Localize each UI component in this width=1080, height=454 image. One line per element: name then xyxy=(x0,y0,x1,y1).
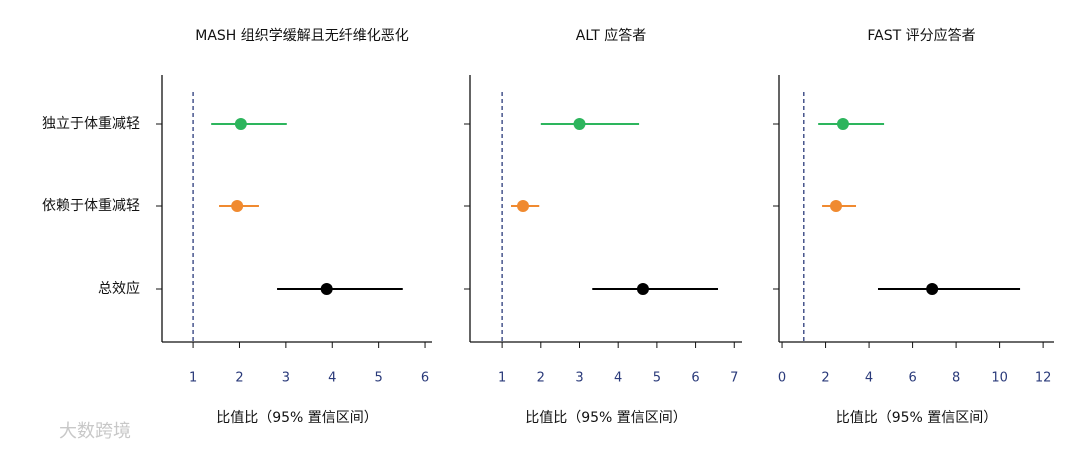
point-estimate xyxy=(231,200,244,212)
point-estimate xyxy=(573,118,586,130)
x-tick-label: 3 xyxy=(575,371,583,386)
x-tick-label: 12 xyxy=(1035,371,1052,386)
x-tick-label: 7 xyxy=(730,371,738,386)
x-axis-label: 比值比（95% 置信区间） xyxy=(216,410,378,426)
x-tick-label: 2 xyxy=(537,371,545,386)
x-tick-label: 1 xyxy=(498,371,506,386)
point-estimate xyxy=(926,283,939,295)
x-tick-label: 0 xyxy=(778,371,786,386)
point-estimate xyxy=(320,283,333,295)
x-tick-label: 10 xyxy=(991,371,1008,386)
point-estimate xyxy=(636,283,649,295)
y-tick-label: 总效应 xyxy=(98,280,140,297)
x-axis-label: 比值比（95% 置信区间） xyxy=(836,410,998,426)
point-estimate xyxy=(517,200,530,212)
x-tick-label: 8 xyxy=(952,371,960,386)
x-tick-label: 1 xyxy=(189,371,197,386)
panel-title: MASH 组织学缓解且无纤维化恶化 xyxy=(195,28,409,44)
point-estimate xyxy=(836,118,849,130)
y-tick-label: 独立于体重减轻 xyxy=(42,116,140,132)
x-tick-label: 6 xyxy=(421,371,429,386)
watermark: 大数跨境 xyxy=(59,421,131,442)
x-tick-label: 4 xyxy=(328,371,336,386)
x-tick-label: 6 xyxy=(691,371,699,386)
x-tick-label: 5 xyxy=(375,371,383,386)
x-tick-label: 2 xyxy=(821,371,829,386)
panel-title: FAST 评分应答者 xyxy=(867,27,975,44)
x-tick-label: 3 xyxy=(282,371,290,386)
x-tick-label: 5 xyxy=(653,371,661,386)
point-estimate xyxy=(830,200,843,212)
y-tick-label: 依赖于体重减轻 xyxy=(42,198,140,214)
x-tick-label: 4 xyxy=(614,371,622,386)
x-tick-label: 4 xyxy=(865,371,873,386)
point-estimate xyxy=(234,118,247,130)
x-axis-label: 比值比（95% 置信区间） xyxy=(525,410,687,426)
x-tick-label: 2 xyxy=(235,371,243,386)
panel-title: ALT 应答者 xyxy=(576,27,646,44)
x-tick-label: 6 xyxy=(908,371,916,386)
